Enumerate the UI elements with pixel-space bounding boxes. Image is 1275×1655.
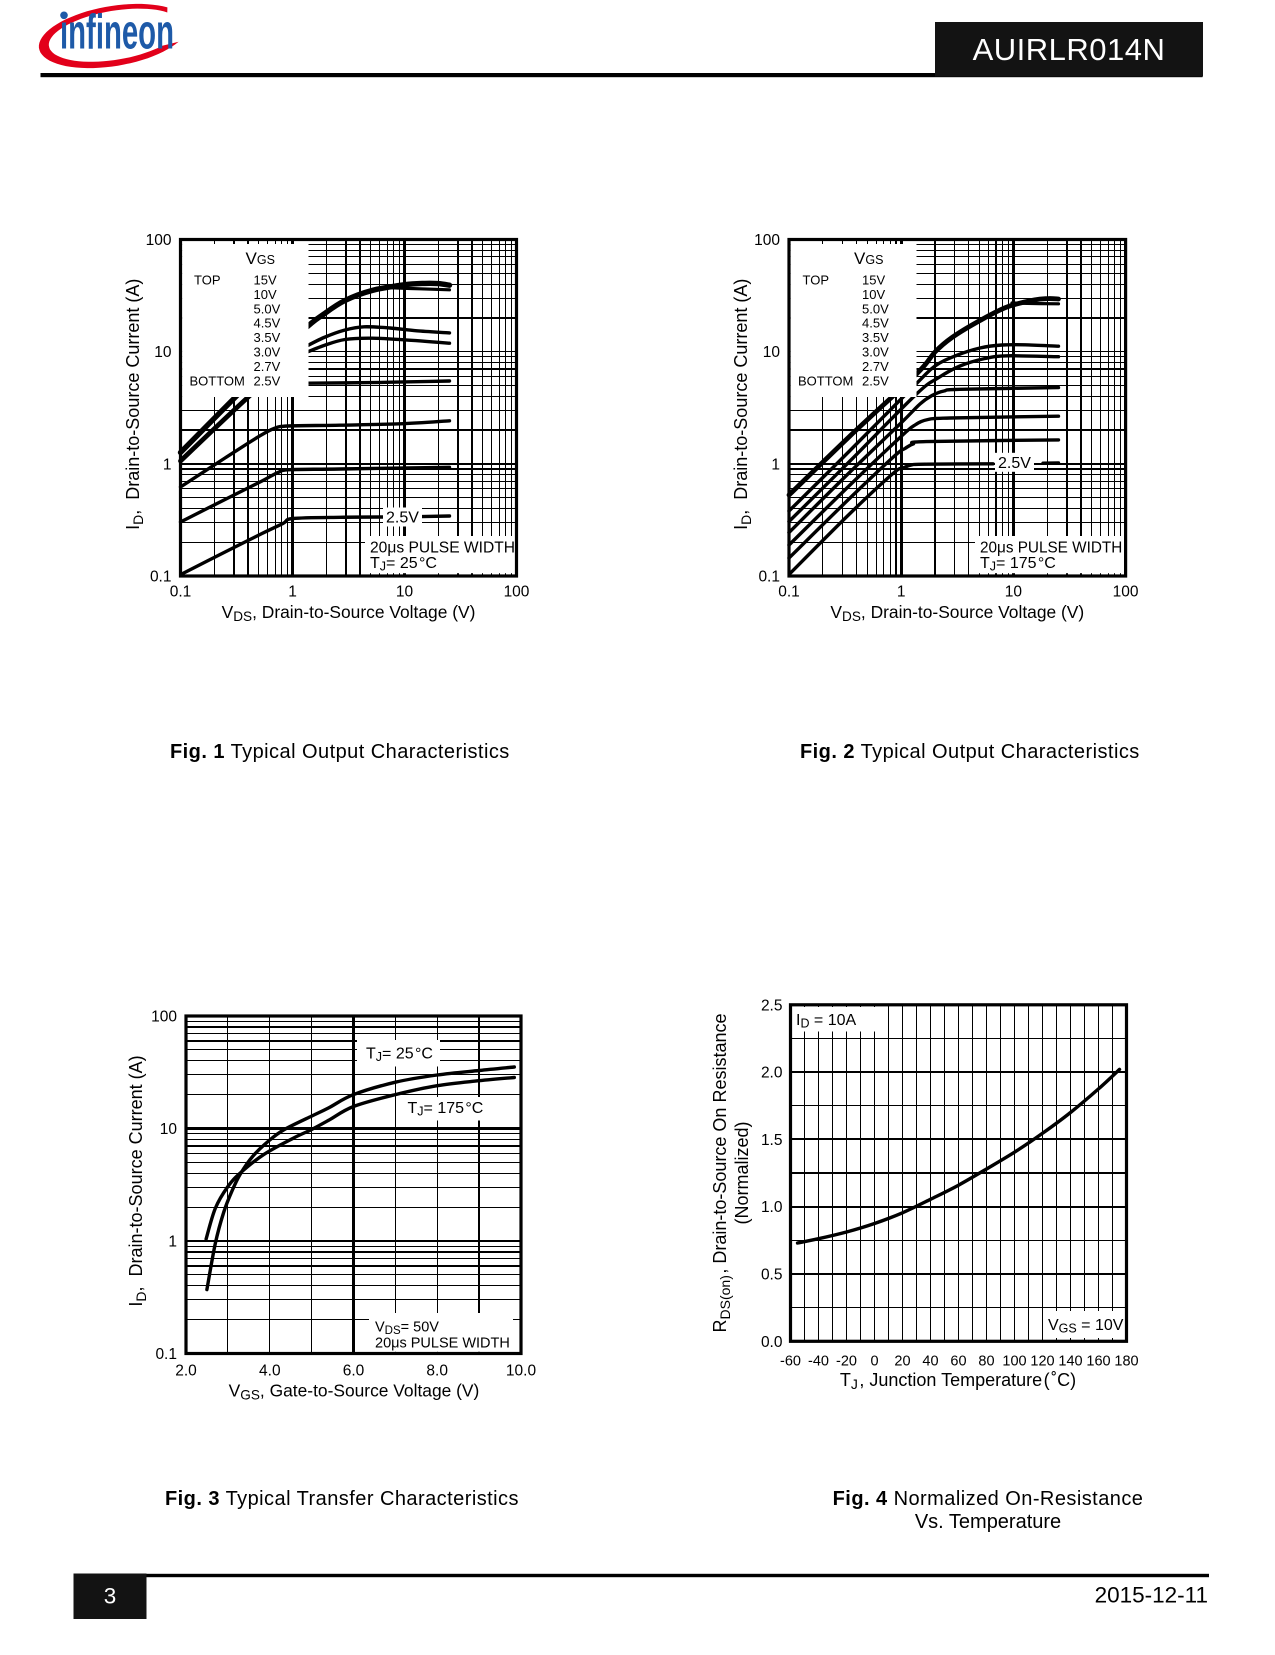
svg-text:15V: 15V — [254, 273, 277, 288]
svg-text:20: 20 — [894, 1354, 910, 1370]
svg-text:TOP: TOP — [194, 273, 221, 288]
svg-text:1: 1 — [163, 456, 172, 473]
svg-text:180: 180 — [1114, 1354, 1138, 1370]
svg-text:2.5V: 2.5V — [254, 373, 281, 388]
svg-text:1: 1 — [168, 1234, 177, 1251]
svg-text:0.1: 0.1 — [150, 569, 172, 586]
svg-text:4.5V: 4.5V — [862, 316, 889, 331]
svg-text:TJ= 25 °C: TJ= 25 °C — [370, 555, 437, 574]
svg-text:(Normalized): (Normalized) — [732, 1121, 752, 1224]
svg-text:-40: -40 — [808, 1354, 829, 1370]
svg-text:infineon: infineon — [60, 6, 174, 60]
svg-text:100: 100 — [754, 232, 780, 249]
svg-text:10V: 10V — [862, 287, 885, 302]
svg-text:RDS(on) , Drain-to-Source On R: RDS(on) , Drain-to-Source On Resistance — [710, 1014, 733, 1333]
svg-text:4.5V: 4.5V — [254, 316, 281, 331]
svg-text:160: 160 — [1086, 1354, 1110, 1370]
svg-text:0.1: 0.1 — [155, 1346, 177, 1363]
svg-text:VGS: VGS — [854, 249, 883, 268]
svg-text:VGS, Gate-to-Source Voltage (V: VGS, Gate-to-Source Voltage (V) — [229, 1381, 480, 1403]
svg-text:VDS= 50V: VDS= 50V — [375, 1320, 439, 1338]
svg-text:ID, Drain-to-Source Current (: ID, Drain-to-Source Current (A) — [123, 279, 146, 530]
svg-text:ID, Drain-to-Source Current (: ID, Drain-to-Source Current (A) — [731, 279, 754, 530]
svg-text:2015-12-11: 2015-12-11 — [1095, 1583, 1208, 1608]
svg-text:VDS, Drain-to-Source Voltage (: VDS, Drain-to-Source Voltage (V) — [830, 602, 1084, 624]
svg-text:1: 1 — [288, 584, 297, 601]
svg-text:TJ , Junction Temperature ( ˚C: TJ , Junction Temperature ( ˚C) — [840, 1370, 1076, 1392]
svg-text:ID = 10A: ID = 10A — [796, 1012, 857, 1031]
svg-text:TJ= 25 °C: TJ= 25 °C — [366, 1046, 433, 1065]
svg-text:BOTTOM: BOTTOM — [190, 373, 245, 388]
svg-text:2.5V: 2.5V — [386, 510, 419, 527]
svg-text:2.5V: 2.5V — [862, 373, 889, 388]
svg-text:60: 60 — [950, 1354, 966, 1370]
svg-text:3.5V: 3.5V — [254, 330, 281, 345]
svg-text:15V: 15V — [862, 273, 885, 288]
svg-text:1: 1 — [897, 584, 906, 601]
svg-text:20μs PULSE WIDTH: 20μs PULSE WIDTH — [375, 1336, 510, 1352]
svg-text:2.7V: 2.7V — [254, 359, 281, 374]
svg-text:100: 100 — [1002, 1354, 1026, 1370]
svg-text:1.5: 1.5 — [761, 1132, 783, 1149]
svg-text:10: 10 — [160, 1121, 178, 1138]
svg-text:Fig. 4 Normalized On-Resistanc: Fig. 4 Normalized On-Resistance — [833, 1488, 1144, 1510]
svg-text:VDS, Drain-to-Source Voltage (: VDS, Drain-to-Source Voltage (V) — [222, 602, 476, 624]
svg-text:120: 120 — [1030, 1354, 1054, 1370]
svg-text:ID, Drain-to-Source Current (: ID, Drain-to-Source Current (A) — [126, 1055, 149, 1306]
svg-text:0.1: 0.1 — [758, 569, 780, 586]
svg-text:BOTTOM: BOTTOM — [798, 373, 853, 388]
svg-text:Fig. 2 Typical Output Characte: Fig. 2 Typical Output Characteristics — [800, 741, 1140, 763]
svg-text:0.1: 0.1 — [778, 584, 800, 601]
svg-text:100: 100 — [151, 1009, 177, 1026]
svg-text:0: 0 — [870, 1354, 878, 1370]
svg-text:2.7V: 2.7V — [862, 359, 889, 374]
svg-text:0.1: 0.1 — [170, 584, 192, 601]
svg-text:10V: 10V — [254, 287, 277, 302]
svg-text:10: 10 — [1005, 584, 1023, 601]
svg-text:10: 10 — [763, 344, 781, 361]
svg-text:-20: -20 — [836, 1354, 857, 1370]
svg-text:140: 140 — [1058, 1354, 1082, 1370]
svg-text:TJ= 175 °C: TJ= 175 °C — [980, 555, 1056, 574]
svg-text:5.0V: 5.0V — [254, 301, 281, 316]
svg-text:0.0: 0.0 — [761, 1334, 783, 1351]
svg-text:3.0V: 3.0V — [254, 345, 281, 360]
svg-text:Fig. 3 Typical Transfer Charac: Fig. 3 Typical Transfer Characteristics — [165, 1488, 519, 1510]
svg-text:2.0: 2.0 — [175, 1363, 197, 1380]
svg-text:-60: -60 — [780, 1354, 801, 1370]
svg-text:5.0V: 5.0V — [862, 301, 889, 316]
svg-text:80: 80 — [978, 1354, 994, 1370]
svg-text:1: 1 — [771, 456, 780, 473]
svg-text:3.5V: 3.5V — [862, 330, 889, 345]
svg-text:Fig. 1 Typical Output Characte: Fig. 1 Typical Output Characteristics — [170, 741, 510, 763]
svg-text:20μs PULSE WIDTH: 20μs PULSE WIDTH — [370, 540, 515, 557]
svg-text:2.5: 2.5 — [761, 997, 783, 1014]
svg-text:VGS = 10V: VGS = 10V — [1048, 1317, 1124, 1336]
svg-text:TOP: TOP — [803, 273, 830, 288]
svg-text:0.5: 0.5 — [761, 1267, 783, 1284]
svg-text:10: 10 — [396, 584, 414, 601]
svg-text:VGS: VGS — [246, 249, 275, 268]
svg-text:10: 10 — [154, 344, 172, 361]
svg-text:100: 100 — [146, 232, 172, 249]
svg-text:40: 40 — [922, 1354, 938, 1370]
svg-text:20μs PULSE WIDTH: 20μs PULSE WIDTH — [980, 540, 1122, 557]
svg-text:3.0V: 3.0V — [862, 345, 889, 360]
svg-text:100: 100 — [504, 584, 530, 601]
svg-text:1.0: 1.0 — [761, 1199, 783, 1216]
svg-text:8.0: 8.0 — [426, 1363, 448, 1380]
svg-text:TJ= 175 °C: TJ= 175 °C — [408, 1100, 484, 1119]
svg-text:2.5V: 2.5V — [998, 455, 1031, 472]
svg-text:2.0: 2.0 — [761, 1065, 783, 1082]
svg-text:6.0: 6.0 — [343, 1363, 365, 1380]
svg-text:Vs. Temperature: Vs. Temperature — [915, 1511, 1061, 1533]
svg-text:10.0: 10.0 — [506, 1363, 537, 1380]
svg-text:3: 3 — [104, 1584, 117, 1609]
svg-text:4.0: 4.0 — [259, 1363, 281, 1380]
svg-text:100: 100 — [1113, 584, 1139, 601]
svg-text:AUIRLR014N: AUIRLR014N — [973, 32, 1166, 67]
